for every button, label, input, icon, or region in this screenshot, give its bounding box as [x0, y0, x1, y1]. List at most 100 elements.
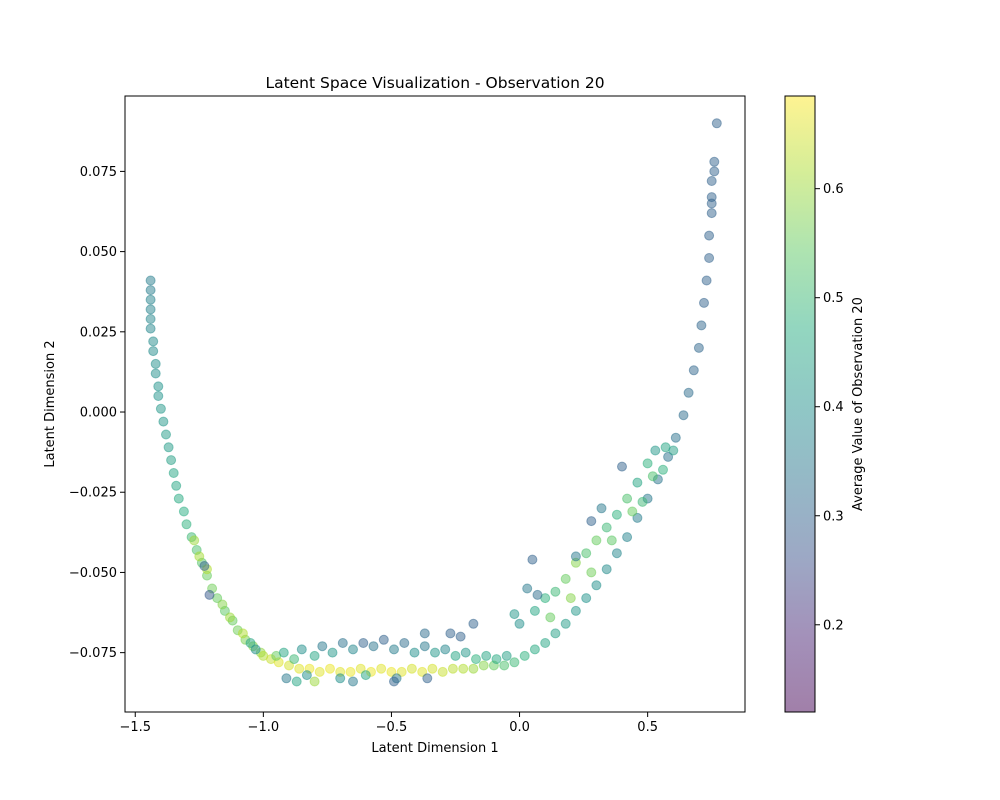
scatter-point	[314, 666, 325, 677]
scatter-point	[445, 628, 456, 639]
x-tick-label: −0.5	[376, 720, 408, 735]
scatter-point	[519, 650, 530, 661]
scatter-point	[499, 660, 510, 671]
x-axis-ticks: −1.5 −1.0 −0.5 0.0 0.5	[119, 712, 658, 735]
scatter-point	[540, 638, 551, 648]
scatter-point	[389, 644, 399, 655]
scatter-point	[291, 676, 302, 687]
scatter-point	[545, 612, 556, 623]
scatter-point	[345, 666, 356, 677]
scatter-point	[250, 644, 261, 655]
scatter-point	[278, 647, 289, 658]
scatter-point	[650, 445, 661, 456]
scatter-point	[468, 618, 479, 629]
scatter-point	[389, 676, 399, 687]
scatter-point	[158, 416, 169, 427]
scatter-point	[570, 605, 581, 616]
scatter-point	[706, 198, 717, 209]
scatter-point	[532, 589, 543, 600]
x-tick-label: −1.0	[248, 720, 280, 735]
scatter-point	[570, 551, 581, 562]
scatter-point	[447, 663, 458, 674]
scatter-point	[622, 493, 633, 504]
scatter-point	[509, 657, 520, 668]
scatter-point	[683, 387, 694, 398]
scatter-point	[591, 535, 602, 546]
y-tick-label: 0.025	[80, 325, 117, 340]
plot-area-frame	[124, 95, 746, 713]
x-tick-label: 0.5	[637, 720, 658, 735]
scatter-point	[181, 519, 192, 530]
colorbar-tick-label: 0.6	[823, 182, 844, 197]
scatter-point	[163, 442, 174, 453]
scatter-point	[155, 403, 166, 414]
scatter-point	[581, 593, 592, 604]
scatter-point	[217, 599, 228, 610]
scatter-point	[670, 432, 681, 443]
scatter-point	[294, 663, 305, 674]
scatter-point	[468, 663, 479, 674]
scatter-point	[150, 358, 161, 369]
scatter-point	[560, 573, 571, 584]
scatter-point	[325, 663, 335, 674]
scatter-point	[647, 471, 658, 482]
scatter-point	[199, 561, 210, 571]
scatter-point	[711, 118, 722, 129]
colorbar-tick-label: 0.5	[823, 291, 844, 306]
scatter-point	[596, 503, 607, 514]
scatter-point	[709, 156, 720, 167]
scatter-point	[355, 663, 366, 674]
chart-title: Latent Space Visualization - Observation…	[265, 74, 604, 92]
scatter-point	[309, 676, 320, 687]
scatter-point	[296, 644, 307, 655]
scatter-point	[348, 676, 358, 687]
scatter-point	[189, 535, 200, 546]
y-tick-label: 0.075	[80, 165, 117, 180]
scatter-point	[706, 176, 717, 186]
scatter-point	[386, 666, 397, 677]
scatter-point	[581, 548, 592, 559]
scatter-point	[148, 346, 159, 357]
scatter-point	[601, 564, 612, 575]
scatter-point	[427, 663, 438, 674]
scatter-point	[481, 650, 492, 661]
scatter-point	[168, 468, 179, 478]
scatter-point	[437, 666, 448, 677]
scatter-point	[550, 586, 561, 597]
scatter-point	[514, 618, 525, 629]
scatter-point	[529, 644, 540, 655]
scatter-point	[701, 275, 712, 286]
scatter-point	[440, 644, 451, 655]
scatter-point	[171, 480, 182, 491]
scatter-point	[627, 506, 638, 517]
scatter-point	[289, 654, 300, 665]
scatter-point	[658, 464, 668, 475]
x-tick-label: −1.5	[119, 720, 151, 735]
scatter-point	[668, 445, 679, 456]
y-tick-label: 0.050	[80, 245, 117, 260]
y-tick-label: −0.050	[69, 566, 117, 581]
scatter-point	[611, 548, 622, 559]
colorbar-tick-label: 0.3	[823, 509, 844, 524]
y-tick-label: −0.025	[69, 486, 117, 501]
scatter-point	[378, 634, 389, 645]
scatter-point	[396, 666, 407, 677]
scatter-point	[678, 410, 689, 421]
y-axis-ticks: −0.075 −0.050 −0.025 0.000 0.025 0.050 0.075	[69, 165, 125, 661]
scatter-point	[491, 654, 502, 665]
scatter-point	[301, 670, 312, 681]
scatter-point	[460, 647, 471, 658]
scatter-point	[145, 314, 156, 324]
scatter-point	[458, 663, 469, 674]
scatter-point	[632, 477, 643, 488]
colorbar-tick-label: 0.2	[823, 618, 844, 633]
scatter-point	[419, 628, 430, 639]
scatter-point	[450, 650, 461, 661]
scatter-point	[704, 230, 715, 241]
y-tick-label: 0.000	[80, 406, 117, 421]
scatter-point	[601, 522, 612, 533]
colorbar-frame	[784, 95, 816, 713]
scatter-point	[178, 506, 189, 517]
scatter-point	[422, 673, 433, 684]
